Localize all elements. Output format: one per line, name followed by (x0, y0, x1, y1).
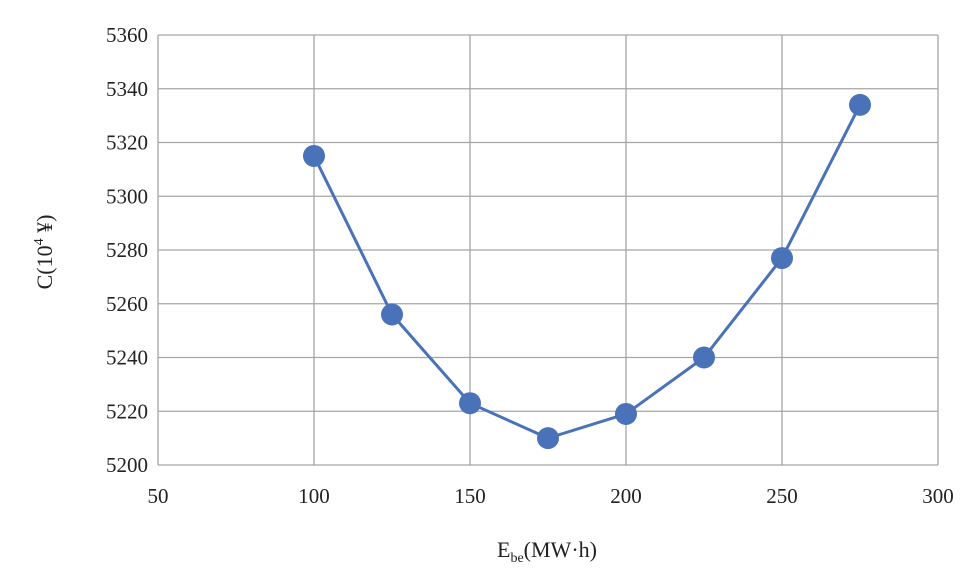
data-point (849, 93, 871, 116)
y-tick-label: 5280 (106, 238, 148, 262)
y-axis-label-prefix: C(10 (32, 245, 57, 289)
series-line (312, 104, 862, 440)
data-point (381, 303, 403, 326)
x-axis-label-subscript: be (510, 551, 523, 566)
y-tick-label: 5300 (106, 184, 148, 208)
grid (157, 34, 939, 466)
y-axis-label: C(104 ¥) (32, 215, 57, 290)
y-tick-label: 5340 (106, 77, 148, 101)
y-tick-label: 5260 (106, 292, 148, 316)
data-point (771, 247, 793, 270)
y-tick-label: 5360 (106, 23, 148, 47)
x-tick-label: 300 (922, 484, 954, 508)
x-axis-label-main: E (497, 537, 510, 562)
y-tick-label: 5220 (106, 399, 148, 423)
x-tick-labels: 50 100 150 200 250 300 (148, 484, 954, 508)
y-tick-label: 5240 (106, 346, 148, 370)
data-point (303, 144, 325, 167)
x-tick-label: 50 (148, 484, 169, 508)
data-point (537, 427, 559, 450)
y-axis-label-suffix: ¥) (32, 215, 57, 239)
x-axis-label: Ebe(MW·h) (497, 537, 597, 566)
x-tick-label: 100 (298, 484, 330, 508)
x-tick-label: 150 (454, 484, 486, 508)
data-point (459, 392, 481, 415)
x-axis-label-unit: (MW·h) (524, 537, 597, 562)
data-point (615, 402, 637, 425)
series (303, 93, 871, 450)
x-tick-label: 250 (766, 484, 798, 508)
y-tick-label: 5200 (106, 453, 148, 477)
x-tick-label: 200 (610, 484, 642, 508)
y-tick-label: 5320 (106, 131, 148, 155)
y-tick-labels: 5200 5220 5240 5260 5280 5300 5320 5340 5360 (106, 23, 148, 477)
data-point (693, 346, 715, 369)
y-axis-label-superscript: 4 (32, 238, 47, 245)
